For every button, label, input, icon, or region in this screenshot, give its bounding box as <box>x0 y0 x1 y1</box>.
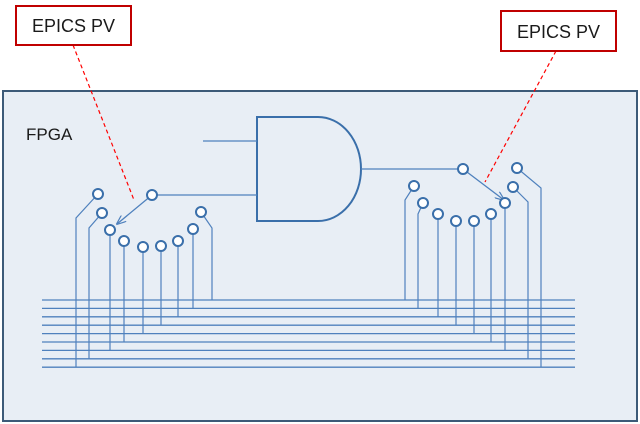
switch-contact <box>450 215 462 227</box>
contact-wire <box>200 211 213 300</box>
switch-arm <box>462 168 504 200</box>
switch-arm <box>117 194 153 224</box>
switch-contact <box>187 223 199 235</box>
switch-pivot <box>146 189 158 201</box>
epics-pv-label-left: EPICS PV <box>32 16 115 36</box>
switch-contact <box>507 181 519 193</box>
switch-contact <box>485 208 497 220</box>
fpga-label: FPGA <box>26 125 73 144</box>
switch-contact <box>137 241 149 253</box>
right-input-switch <box>404 162 542 368</box>
left-input-switch <box>75 188 213 368</box>
epics-pv-box-left: EPICS PV <box>15 5 132 46</box>
switch-contact <box>417 197 429 209</box>
switch-contact <box>104 224 116 236</box>
contact-wire <box>516 167 542 368</box>
fpga-board <box>2 90 638 422</box>
switch-contact <box>92 188 104 200</box>
switch-contact <box>172 235 184 247</box>
switch-contact <box>155 240 167 252</box>
switch-contact <box>118 235 130 247</box>
switch-contact <box>499 197 511 209</box>
epics-pv-label-right: EPICS PV <box>517 22 600 42</box>
contact-wire <box>75 193 99 368</box>
pv-pointer-right <box>484 50 557 183</box>
switch-contact <box>408 180 420 192</box>
switch-contact <box>96 207 108 219</box>
switch-pivot <box>457 163 469 175</box>
contact-wire <box>512 186 529 359</box>
epics-pv-box-right: EPICS PV <box>500 10 617 52</box>
switch-contact <box>468 215 480 227</box>
switch-contact <box>432 208 444 220</box>
and-gate <box>152 116 463 222</box>
contact-wire <box>88 212 103 359</box>
switch-contact <box>195 206 207 218</box>
signal-bus <box>42 299 575 368</box>
switch-contact <box>511 162 523 174</box>
